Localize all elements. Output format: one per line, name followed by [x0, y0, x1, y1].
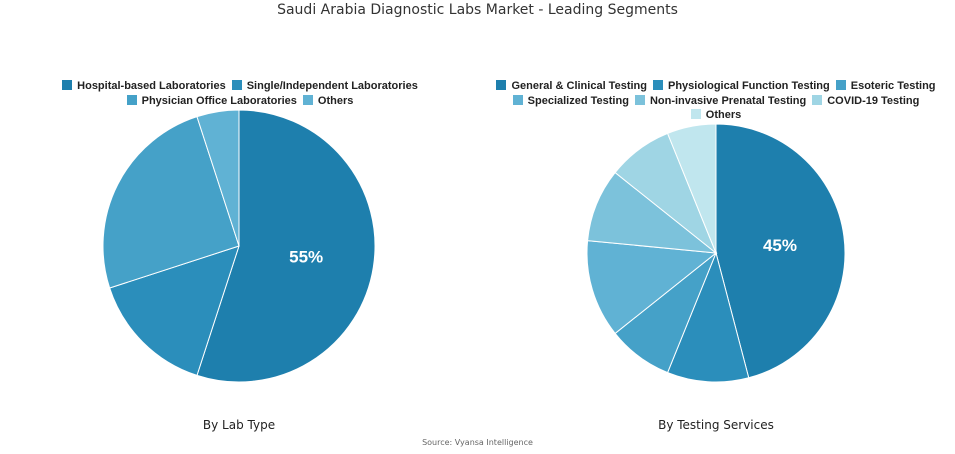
legend-swatch: [690, 109, 701, 119]
pie-slice-physician-office-laboratories: [102, 116, 240, 289]
data-label-hospital-based-laboratories: 55%: [289, 248, 323, 267]
legend-item-physician-office-laboratories: Physician Office Laboratories: [126, 94, 297, 109]
legend-item-single-independent-laboratories: Single/Independent Laboratories: [231, 79, 418, 94]
legend-label: Esoteric Testing: [850, 80, 936, 92]
legend-label: Physician Office Laboratories: [141, 94, 297, 107]
legend-swatch: [231, 80, 242, 90]
lab-type-subtitle: By Lab Type: [202, 418, 276, 432]
legend-swatch: [634, 94, 645, 105]
legend-swatch: [512, 94, 523, 105]
lab-type-legend: Hospital-based Laboratories Single/Indepe…: [20, 79, 460, 108]
pie-slice-others: [666, 123, 717, 254]
pie-slice-physiological-function-testing: [666, 251, 750, 383]
legend-item-others: Others: [690, 108, 742, 123]
data-label-general-clinical-testing: 45%: [763, 236, 797, 255]
legend-item-covid-19-testing: COVID-19 Testing: [812, 94, 919, 109]
legend-label: Non-invasive Prenatal Testing: [649, 94, 807, 107]
chart-title: Saudi Arabia Diagnostic Labs Market - Le…: [277, 2, 678, 18]
legend-swatch: [126, 94, 137, 105]
pie-slice-others: [196, 109, 240, 247]
legend-label: General & Clinical Testing: [511, 80, 647, 92]
testing-services-subtitle: By Testing Services: [658, 418, 774, 432]
legend-row: Others: [478, 108, 954, 123]
source-note: Source: Vyansa Intelligence: [422, 438, 533, 447]
legend-label: COVID-19 Testing: [827, 94, 920, 107]
legend-swatch: [835, 80, 846, 90]
legend-item-others: Others: [302, 94, 354, 109]
legend-row: Specialized Testing Non-invasive Prenatal…: [478, 94, 954, 109]
legend-swatch: [812, 94, 823, 105]
legend-item-esoteric-testing: Esoteric Testing: [835, 79, 936, 94]
legend-row: Hospital-based Laboratories Single/Indepe…: [20, 79, 460, 94]
legend-item-specialized-testing: Specialized Testing: [512, 94, 629, 109]
legend-label: Others: [317, 94, 354, 107]
legend-item-hospital-based-laboratories: Hospital-based Laboratories: [62, 79, 226, 94]
pie-slice-general-clinical-testing: [715, 123, 846, 379]
legend-row: Physician Office Laboratories Others: [20, 94, 460, 109]
legend-item-general-clinical-testing: General & Clinical Testing: [496, 79, 647, 94]
legend-label: Physiological Function Testing: [667, 80, 830, 92]
pie-slice-specialized-testing: [586, 240, 718, 335]
legend-row: General & Clinical Testing Physiological …: [478, 79, 954, 94]
legend-swatch: [496, 80, 507, 90]
legend-label: Single/Independent Laboratories: [246, 80, 418, 92]
legend-swatch: [652, 80, 663, 90]
legend-item-physiological-function-testing: Physiological Function Testing: [652, 79, 830, 94]
legend-label: Specialized Testing: [527, 94, 629, 107]
legend-swatch: [62, 80, 73, 90]
pie-slice-single-independent-laboratories: [109, 245, 240, 376]
legend-label: Others: [705, 109, 742, 121]
legend-item-non-invasive-prenatal-testing: Non-invasive Prenatal Testing: [634, 94, 807, 109]
legend-label: Hospital-based Laboratories: [77, 80, 226, 92]
testing-services-legend: General & Clinical Testing Physiological …: [478, 79, 954, 123]
pie-slice-hospital-based-laboratories: [196, 109, 376, 383]
legend-swatch: [302, 94, 313, 105]
